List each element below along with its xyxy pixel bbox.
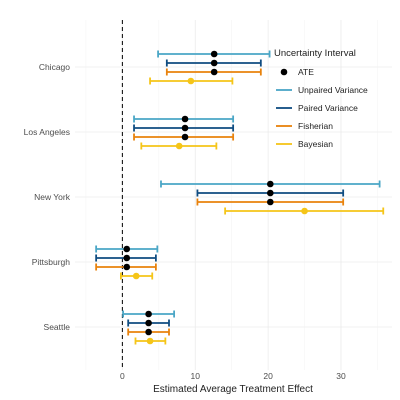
ate-point [123,254,131,262]
ate-point [145,319,152,327]
ate-point [267,189,274,197]
legend: Uncertainty Interval ATE Unpaired Varianc… [274,48,368,149]
ate-point [146,337,154,345]
points-bayesian [132,77,308,345]
x-axis-title: Estimated Average Treatment Effect [153,384,313,395]
x-tick-label: 30 [336,371,346,381]
legend-label: Fisherian [298,121,333,131]
interval-marks [95,50,385,345]
legend-label: Bayesian [298,139,333,149]
ate-point [267,180,274,188]
x-tick-label: 20 [263,371,273,381]
points-paired-variance [123,59,274,327]
ate-point [132,272,140,280]
x-tick-labels: 0 10 20 30 [120,371,346,381]
ate-point [301,207,308,215]
legend-items: ATE Unpaired Variance Paired Variance Fishe… [276,67,368,149]
y-tick-label: Seattle [44,322,71,332]
ate-point [267,198,274,206]
y-tick-labels: Chicago Los Angeles New York Pittsburgh Seat… [24,62,71,332]
legend-key-ate [280,68,288,76]
ate-point [123,263,131,271]
y-tick-label: New York [34,192,71,202]
ate-point [187,77,195,85]
y-tick-label: Pittsburgh [32,257,71,267]
x-tick-label: 10 [191,371,201,381]
legend-label: Unpaired Variance [298,85,368,95]
points-fisherian [123,68,274,336]
series-bayesian [120,77,385,345]
ate-point [181,115,189,123]
y-tick-label: Los Angeles [24,127,70,137]
x-tick-label: 0 [120,371,125,381]
ate-point [181,124,189,132]
legend-label: Paired Variance [298,103,358,113]
ate-point [123,245,131,253]
ate-point [210,50,218,58]
ate-point [145,310,152,318]
series-paired-variance [95,59,345,327]
ate-point [181,133,189,141]
ate-point [175,142,183,150]
points-unpaired-variance [123,50,274,318]
legend-title: Uncertainty Interval [274,48,356,59]
ate-point [145,328,152,336]
ate-point [210,68,218,76]
y-tick-label: Chicago [39,62,70,72]
legend-label-ate: ATE [298,67,314,77]
ate-point [210,59,218,67]
